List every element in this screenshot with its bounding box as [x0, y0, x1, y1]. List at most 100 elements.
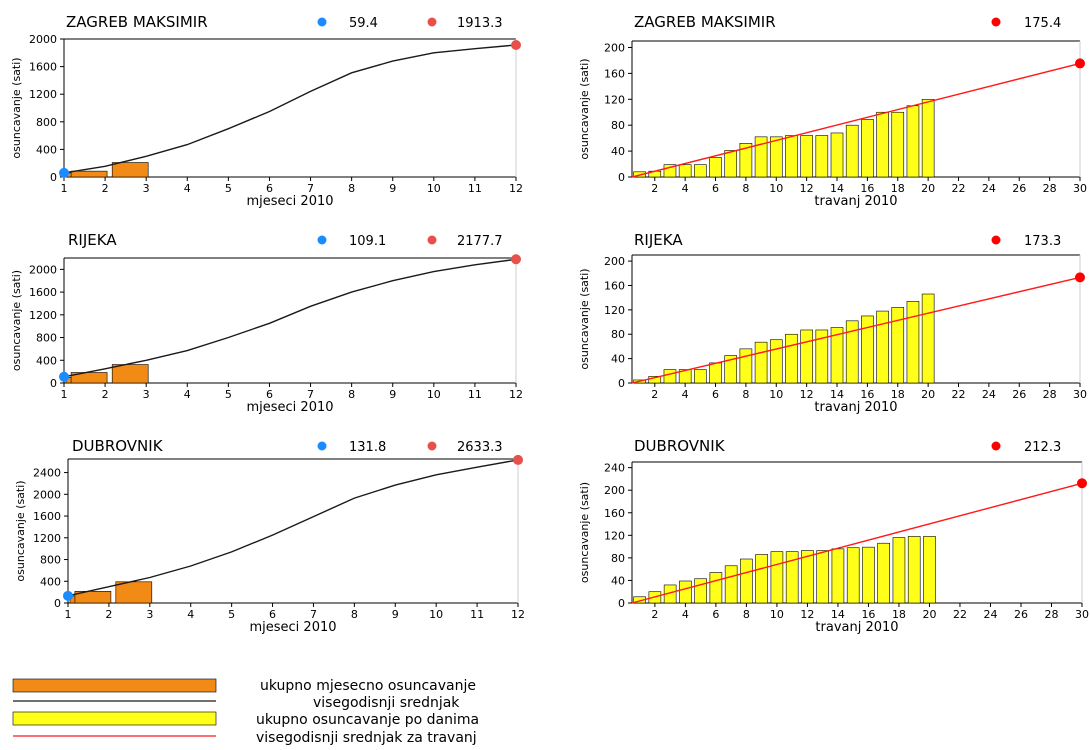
mean-line	[63, 258, 517, 378]
y-tick-label: 120	[604, 304, 625, 317]
x-tick-label: 6	[266, 388, 273, 401]
y-axis-label: osuncavanje (sati)	[578, 58, 591, 159]
x-tick-label: 5	[228, 608, 235, 621]
day-bar	[694, 164, 707, 178]
x-tick-label: 6	[712, 182, 719, 195]
day-bar	[785, 333, 798, 384]
x-tick-label: 28	[1043, 388, 1057, 401]
legend-label-mean: visegodisnji srednjak	[313, 695, 460, 711]
header-dot-red	[991, 17, 1001, 27]
y-axis-label: osuncavanje (sati)	[14, 480, 27, 581]
day-bar	[861, 119, 874, 178]
header-dot-red	[991, 235, 1001, 245]
header-value-blue: 131.8	[349, 440, 386, 455]
header-value-red: 173.3	[1024, 234, 1061, 249]
day-bar	[785, 551, 799, 604]
x-tick-label: 20	[921, 388, 935, 401]
panel-title: ZAGREB MAKSIMIR	[66, 13, 208, 31]
day-bar	[861, 315, 874, 384]
day-bar	[724, 565, 738, 604]
day-bar	[740, 558, 753, 604]
x-tick-label: 18	[891, 388, 905, 401]
x-axis-label: mjeseci 2010	[249, 620, 336, 635]
day-bar	[785, 135, 798, 178]
legend-label-april-mean: visegodisnji srednjak za travanj	[256, 730, 477, 746]
y-tick-label: 80	[611, 552, 625, 565]
x-tick-label: 12	[800, 182, 814, 195]
month-bar	[115, 581, 153, 604]
y-axis-label: osuncavanje (sati)	[578, 268, 591, 369]
day-bar	[709, 157, 722, 178]
y-tick-label: 200	[604, 484, 625, 497]
start-dot	[59, 371, 69, 382]
x-tick-label: 24	[982, 182, 996, 195]
x-tick-label: 30	[1075, 608, 1089, 621]
y-tick-label: 0	[54, 597, 61, 610]
end-dot	[513, 454, 523, 465]
x-tick-label: 7	[307, 388, 314, 401]
day-bar	[907, 536, 921, 604]
header-dot-red	[991, 441, 1001, 451]
x-tick-label: 5	[225, 182, 232, 195]
x-axis-label: mjeseci 2010	[246, 194, 333, 209]
x-tick-label: 28	[1043, 182, 1057, 195]
header-dot-blue	[317, 235, 327, 245]
chart-dubrovnik-monthly: DUBROVNIK 131.8 2633.3 0 400 800 1200 1600 2000 2…	[14, 437, 525, 635]
x-tick-label: 30	[1073, 388, 1087, 401]
x-tick-label: 10	[769, 182, 783, 195]
start-dot	[59, 167, 69, 178]
day-bar	[876, 310, 889, 384]
header-dot-red	[427, 441, 437, 451]
x-tick-label: 12	[509, 182, 523, 195]
x-tick-label: 7	[307, 182, 314, 195]
y-tick-label: 200	[604, 41, 625, 54]
x-tick-label: 7	[310, 608, 317, 621]
x-tick-label: 8	[743, 608, 750, 621]
x-tick-label: 9	[389, 182, 396, 195]
header-value-blue: 109.1	[349, 234, 386, 249]
x-tick-label: 26	[1012, 388, 1026, 401]
x-tick-label: 18	[891, 182, 905, 195]
header-dot-red	[427, 235, 437, 245]
x-tick-label: 8	[348, 388, 355, 401]
day-bar	[877, 542, 890, 604]
day-bar	[739, 143, 753, 178]
x-tick-label: 24	[983, 608, 997, 621]
day-bar	[769, 136, 783, 178]
end-dot	[1077, 478, 1087, 489]
x-tick-label: 11	[468, 388, 482, 401]
day-bar	[846, 547, 860, 604]
y-tick-label: 0	[618, 171, 625, 184]
x-axis-label: travanj 2010	[814, 194, 897, 209]
day-bar	[923, 536, 936, 604]
header-value-red: 212.3	[1024, 440, 1061, 455]
day-bar	[921, 293, 935, 384]
day-bar	[770, 551, 784, 604]
mean-line	[67, 459, 519, 597]
x-tick-label: 14	[831, 608, 845, 621]
x-tick-label: 10	[770, 608, 784, 621]
x-tick-label: 10	[427, 388, 441, 401]
x-tick-label: 24	[982, 388, 996, 401]
day-bar	[694, 369, 707, 384]
x-axis-label: travanj 2010	[815, 620, 898, 635]
x-tick-label: 2	[102, 388, 109, 401]
y-tick-label: 200	[604, 255, 625, 268]
day-bar	[724, 355, 738, 384]
panel-rijeka-daily: RIJEKA 173.3 0 40 80 120 160 200 2 4 6 8 10 12 14 16 18 2…	[560, 226, 1090, 426]
day-bar	[906, 105, 920, 178]
y-tick-label: 2000	[33, 488, 61, 501]
panel-title: DUBROVNIK	[634, 437, 726, 455]
day-bar	[679, 580, 692, 604]
y-tick-label: 400	[40, 575, 61, 588]
panel-zagreb-daily: ZAGREB MAKSIMIR 175.4 0 40 80 120 160 200 2 4 6 8 10…	[560, 8, 1090, 218]
x-tick-label: 5	[225, 388, 232, 401]
y-tick-label: 1200	[29, 309, 57, 322]
y-tick-label: 1600	[33, 510, 61, 523]
legend-swatch-orange-bar	[12, 678, 217, 693]
day-bar	[891, 111, 905, 178]
day-bar	[862, 546, 875, 604]
x-tick-label: 26	[1012, 182, 1026, 195]
